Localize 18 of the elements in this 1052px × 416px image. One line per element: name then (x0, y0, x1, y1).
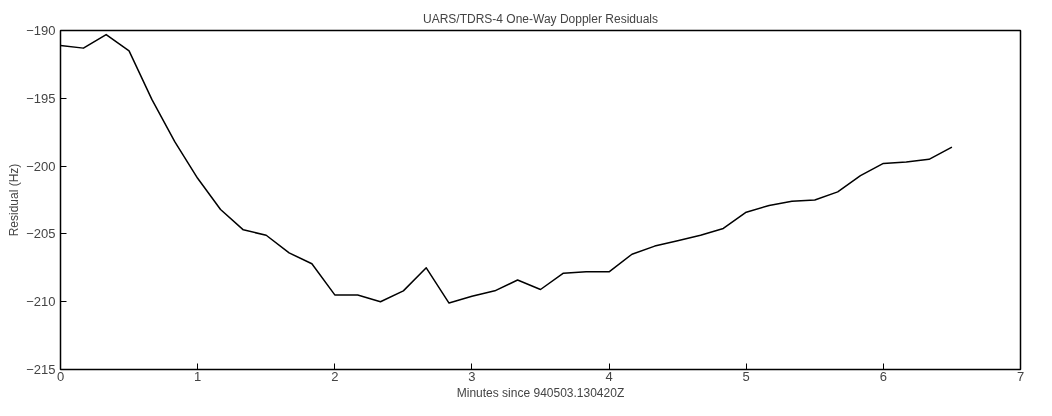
x-tick-label: 0 (56, 368, 65, 384)
y-tick-label: −205 (26, 226, 56, 242)
y-tick-label: −210 (26, 294, 56, 310)
y-tick-label: −195 (26, 90, 56, 106)
x-tick-label: 7 (1016, 368, 1025, 384)
x-tick-label: 4 (605, 368, 613, 384)
x-tick-label: 1 (194, 368, 202, 384)
y-axis-title: Residual (Hz) (7, 163, 22, 237)
x-axis-title: Minutes since 940503.130420Z (456, 385, 625, 400)
x-tick-label: 6 (879, 368, 887, 384)
y-tick-label: −200 (26, 158, 56, 174)
y-tick-label: −215 (26, 362, 56, 377)
y-tick-label: −190 (26, 23, 56, 38)
x-tick-label: 5 (742, 368, 750, 384)
x-tick-label: 3 (468, 368, 476, 384)
chart-title: UARS/TDRS-4 One-Way Doppler Residuals (423, 11, 658, 26)
x-tick-label: 2 (331, 368, 339, 384)
line-series (60, 33, 953, 304)
